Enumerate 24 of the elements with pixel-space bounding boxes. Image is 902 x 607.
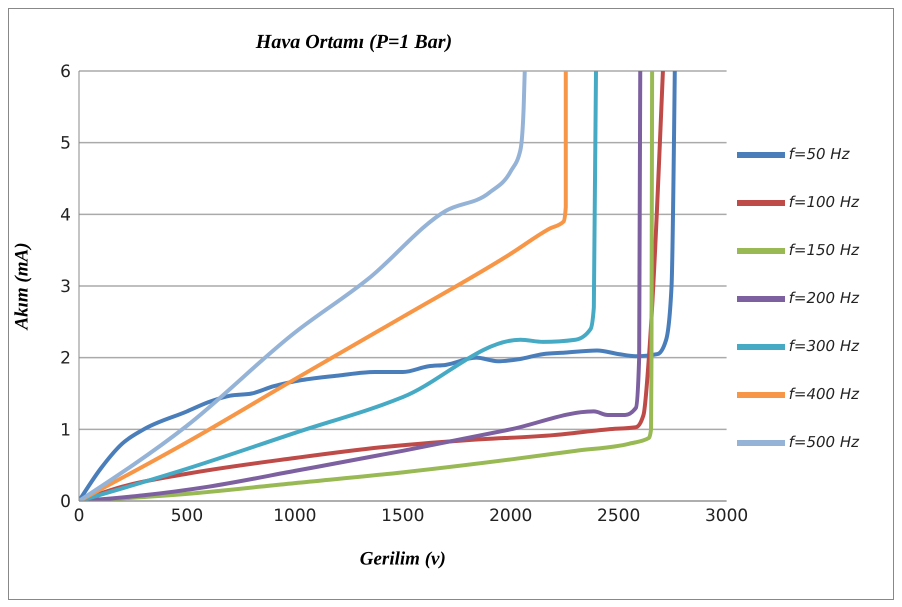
legend-label: f=400 Hz [788, 385, 859, 404]
legend-label: f=300 Hz [788, 337, 859, 356]
legend-label: f=150 Hz [788, 241, 859, 260]
x-axis-title: Gerilim (v) [360, 548, 446, 570]
y-tick-label: 3 [60, 277, 71, 298]
y-tick-label: 6 [60, 62, 71, 82]
x-tick-label: 3000 [704, 506, 748, 526]
x-tick-label: 2000 [489, 506, 532, 526]
x-tick-label: 500 [170, 506, 204, 526]
chart-title: Hava Ortamı (P=1 Bar) [254, 31, 454, 54]
x-tick-label: 0 [74, 506, 84, 526]
legend-label: f=100 Hz [788, 193, 859, 212]
x-tick-label: 2500 [597, 506, 640, 526]
y-axis-title: Akım (mA) [12, 242, 33, 331]
y-tick-label: 2 [60, 348, 71, 369]
x-tick-label: 1500 [381, 506, 424, 526]
legend-label: f=200 Hz [788, 289, 859, 308]
x-tick-label: 1000 [273, 506, 316, 526]
y-tick-label: 1 [60, 420, 71, 440]
legend-label: f=500 Hz [788, 433, 859, 452]
y-tick-label: 5 [60, 134, 71, 154]
legend-label: f=50 Hz [788, 145, 850, 164]
y-tick-label: 4 [60, 205, 71, 226]
y-tick-label: 0 [60, 492, 71, 512]
